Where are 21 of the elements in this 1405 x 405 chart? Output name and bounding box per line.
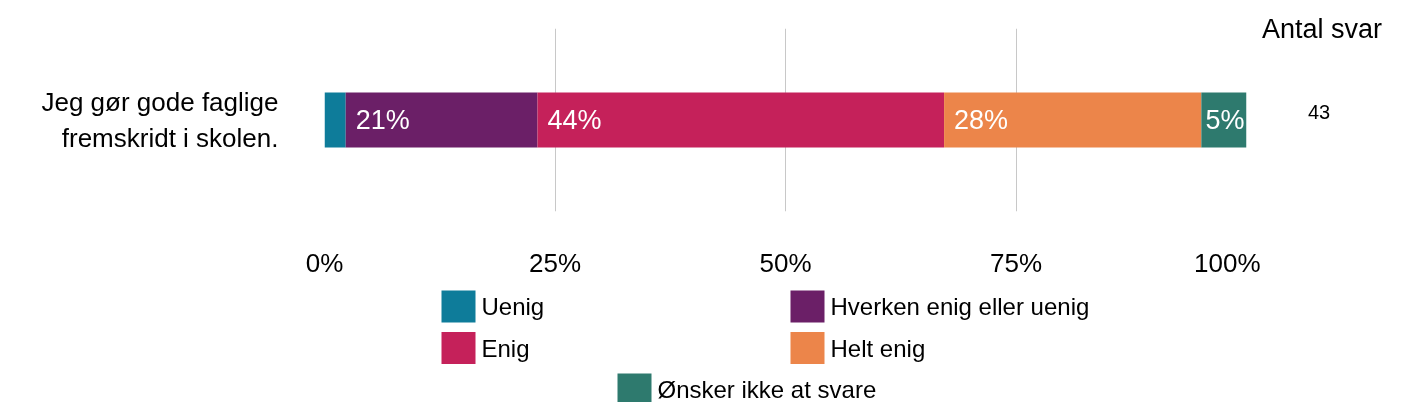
x-tick-label: 25%	[528, 247, 582, 278]
x-tick-label: 50%	[759, 247, 812, 278]
bar	[944, 92, 1202, 148]
data-label: 5%	[1205, 105, 1245, 135]
x-tick-label: 100%	[1194, 247, 1261, 278]
data-label: 28%	[954, 105, 1009, 135]
legend-label: Ønsker ikke at svare	[657, 376, 877, 403]
text: Antal svar	[1262, 13, 1383, 46]
legend-label: Helt enig	[830, 334, 926, 362]
data-label: 21%	[355, 105, 410, 135]
data-label: 44%	[547, 105, 602, 135]
y-tick-label: Jeg gør gode faglige fremskridt i skolen.	[41, 87, 279, 153]
x-tick-label: 0%	[305, 247, 344, 278]
bar	[537, 92, 945, 148]
legend-label: Enig	[481, 334, 530, 362]
legend-label: Uenig	[481, 293, 545, 320]
legend-label: Hverken enig eller uenig	[830, 293, 1090, 320]
x-tick-label: 75%	[989, 247, 1043, 278]
bar	[324, 92, 346, 148]
text: 43	[1308, 100, 1331, 125]
bar	[345, 92, 538, 148]
